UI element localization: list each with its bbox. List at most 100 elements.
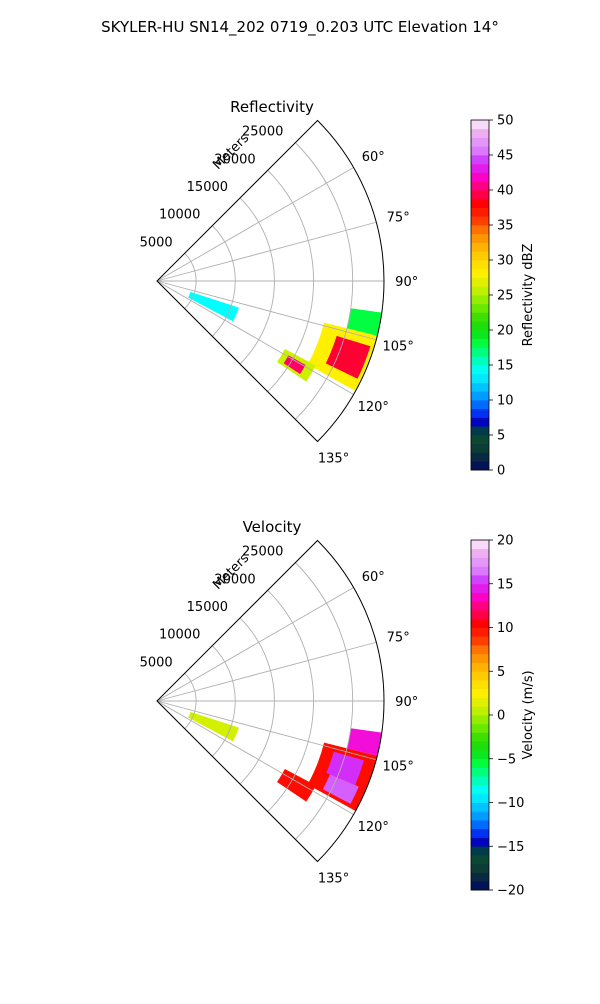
velocity-colorbar-band — [471, 636, 489, 646]
reflectivity-colorbar-band — [471, 426, 489, 436]
reflectivity-azimuth-gridline-4 — [156, 280, 354, 395]
reflectivity-azimuth-gridline-1 — [156, 221, 377, 282]
reflectivity-azimuth-tick-label: 135° — [318, 452, 349, 467]
velocity-colorbar-band — [471, 820, 489, 830]
reflectivity-colorbar-band — [471, 330, 489, 340]
velocity-colorbar-band — [471, 688, 489, 698]
velocity-azimuth-tick-label: 60° — [362, 570, 385, 585]
velocity-range-tick-label: 25000 — [242, 545, 283, 560]
velocity-colorbar-tick-label: −20 — [497, 884, 524, 899]
reflectivity-echo-region-0 — [188, 291, 239, 322]
velocity-colorbar-band — [471, 758, 489, 768]
velocity-colorbar-band — [471, 732, 489, 742]
reflectivity-range-tick-label: 20000 — [214, 152, 255, 167]
velocity-colorbar: −20 −15 −10 −5 0 5 10 15 20 Velocity (m/s) — [470, 534, 536, 899]
reflectivity-colorbar-tick-label: 50 — [497, 114, 514, 129]
reflectivity-azimuth-tick-label: 60° — [362, 150, 385, 165]
velocity-colorbar-band — [471, 872, 489, 882]
reflectivity-colorbar-band — [471, 365, 489, 375]
velocity-colorbar-band — [471, 627, 489, 637]
velocity-colorbar-band — [471, 793, 489, 803]
reflectivity-colorbar-tick-label: 0 — [497, 464, 505, 479]
reflectivity-colorbar-tick-label: 20 — [497, 324, 514, 339]
reflectivity-range-tick-label: 5000 — [140, 235, 173, 250]
reflectivity-colorbar-tick-label: 25 — [497, 289, 514, 304]
reflectivity-colorbar-band — [471, 443, 489, 453]
reflectivity-azimuth-tick-label: 90° — [395, 275, 418, 290]
velocity-colorbar-tick-label: −5 — [497, 752, 516, 767]
velocity-colorbar-band — [471, 653, 489, 663]
reflectivity-panel-title: Reflectivity — [230, 98, 314, 116]
velocity-colorbar-band — [471, 610, 489, 620]
reflectivity-colorbar-band — [471, 435, 489, 445]
reflectivity-colorbar-band — [471, 321, 489, 331]
velocity-echo-layer — [188, 711, 382, 812]
reflectivity-colorbar-band — [471, 190, 489, 200]
reflectivity-azimuth-tick-label: 75° — [387, 210, 410, 225]
reflectivity-echo-region-3 — [325, 335, 371, 379]
reflectivity-azimuth-tick-label: 105° — [383, 340, 414, 355]
velocity-colorbar-band — [471, 697, 489, 707]
velocity-colorbar-band — [471, 680, 489, 690]
reflectivity-panel: Reflectivity 500010000150002000025000Met… — [140, 98, 536, 479]
velocity-azimuth-tick-label: 90° — [395, 695, 418, 710]
reflectivity-colorbar-band — [471, 198, 489, 208]
reflectivity-colorbar-band — [471, 155, 489, 165]
velocity-colorbar-band — [471, 811, 489, 821]
velocity-colorbar-band — [471, 592, 489, 602]
velocity-colorbar-band — [471, 583, 489, 593]
velocity-colorbar-band — [471, 750, 489, 760]
velocity-colorbar-band — [471, 715, 489, 725]
reflectivity-colorbar-tick-label: 30 — [497, 254, 514, 269]
velocity-azimuth-tick-label: 75° — [387, 630, 410, 645]
figure-title: SKYLER-HU SN14_202 0719_0.203 UTC Elevat… — [101, 18, 499, 37]
velocity-echo-region-1 — [346, 728, 382, 756]
velocity-colorbar-band — [471, 741, 489, 751]
reflectivity-echo-layer — [188, 291, 382, 392]
reflectivity-colorbar-tick-label: 35 — [497, 219, 514, 234]
velocity-colorbar-tick-label: 15 — [497, 577, 514, 592]
velocity-colorbar-band — [471, 601, 489, 611]
velocity-colorbar-band — [471, 671, 489, 681]
velocity-colorbar-band — [471, 863, 489, 873]
reflectivity-colorbar-band — [471, 286, 489, 296]
reflectivity-colorbar-band — [471, 268, 489, 278]
reflectivity-colorbar-band — [471, 207, 489, 217]
velocity-colorbar-tick-label: −15 — [497, 840, 524, 855]
velocity-colorbar-band — [471, 645, 489, 655]
velocity-colorbar-tick-label: 0 — [497, 709, 505, 724]
velocity-colorbar-tick-label: 20 — [497, 534, 514, 549]
velocity-colorbar-band — [471, 837, 489, 847]
reflectivity-colorbar-band — [471, 172, 489, 182]
velocity-azimuth-tick-label: 105° — [383, 760, 414, 775]
velocity-azimuth-gridline-3 — [156, 700, 377, 761]
reflectivity-colorbar-band — [471, 356, 489, 366]
reflectivity-colorbar-tick-label: 15 — [497, 359, 514, 374]
velocity-colorbar-tick-label: −10 — [497, 796, 524, 811]
velocity-colorbar-band — [471, 548, 489, 558]
reflectivity-colorbar-tick-label: 5 — [497, 429, 505, 444]
velocity-range-tick-label: 15000 — [187, 600, 228, 615]
reflectivity-colorbar-band — [471, 461, 489, 471]
velocity-colorbar-tick-label: 5 — [497, 665, 505, 680]
reflectivity-colorbar: 0 5 10 15 20 25 30 35 40 45 50 Reflectivity dBZ — [470, 114, 536, 479]
reflectivity-colorbar-band — [471, 181, 489, 191]
velocity-colorbar-tick-label: 10 — [497, 621, 514, 636]
reflectivity-range-tick-label: 10000 — [159, 208, 200, 223]
velocity-colorbar-label: Velocity (m/s) — [521, 670, 536, 759]
reflectivity-colorbar-label: Reflectivity dBZ — [521, 244, 536, 347]
velocity-colorbar-band — [471, 723, 489, 733]
reflectivity-colorbar-band — [471, 146, 489, 156]
reflectivity-echo-region-1 — [346, 308, 382, 336]
velocity-colorbar-band — [471, 776, 489, 786]
reflectivity-colorbar-band — [471, 225, 489, 235]
velocity-range-tick-label: 10000 — [159, 628, 200, 643]
reflectivity-colorbar-band — [471, 233, 489, 243]
reflectivity-colorbar-band — [471, 382, 489, 392]
velocity-range-tick-label: 5000 — [140, 655, 173, 670]
reflectivity-colorbar-band — [471, 128, 489, 138]
velocity-colorbar-band — [471, 557, 489, 567]
velocity-azimuth-gridline-4 — [156, 700, 354, 815]
